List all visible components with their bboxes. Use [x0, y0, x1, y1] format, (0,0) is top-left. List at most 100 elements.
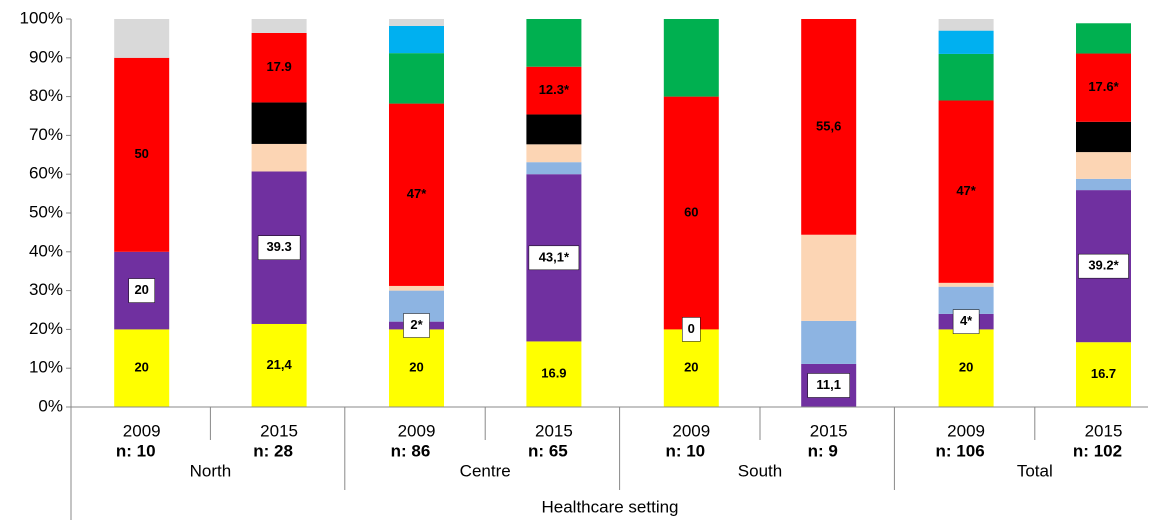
label-box — [952, 309, 980, 334]
x-tick-label: 2015 — [260, 421, 298, 440]
label-box — [128, 278, 155, 303]
y-tick-label: 30% — [29, 280, 63, 299]
data-label: 4* — [960, 313, 973, 328]
bar-segment — [1076, 178, 1131, 191]
bar-segment — [526, 162, 582, 175]
bar-segment — [938, 53, 994, 101]
bar-segment — [526, 144, 582, 163]
bar-segment — [251, 102, 307, 144]
data-label: 0 — [688, 321, 695, 336]
y-tick-label: 40% — [29, 241, 63, 260]
x-tick-label: 2009 — [398, 421, 436, 440]
group-label: South — [738, 461, 782, 480]
data-label: 12.3* — [539, 82, 570, 97]
bar-segment — [251, 19, 307, 33]
bar-segment — [114, 57, 170, 252]
bar-segment — [1076, 152, 1131, 179]
data-label: 20 — [134, 282, 148, 297]
x-tick-label: 2015 — [535, 421, 573, 440]
bar-segment — [389, 19, 444, 26]
y-tick-label: 0% — [38, 396, 63, 415]
y-tick-label: 60% — [29, 164, 63, 183]
y-tick-label: 70% — [29, 125, 63, 144]
n-label: n: 65 — [528, 441, 568, 460]
bar-segment — [938, 30, 994, 54]
group-label: Centre — [460, 461, 511, 480]
data-label: 39.2* — [1088, 258, 1119, 273]
bar-segment — [663, 96, 719, 330]
data-label: 20 — [409, 360, 423, 375]
data-label: 55,6 — [816, 118, 841, 133]
data-label: 20 — [959, 360, 973, 375]
x-tick-label: 2015 — [810, 421, 848, 440]
x-axis-title: Healthcare setting — [541, 497, 678, 516]
data-label: 11,1 — [816, 377, 841, 392]
y-tick-label: 80% — [29, 86, 63, 105]
data-label: 17.6* — [1088, 79, 1119, 94]
label-box — [528, 245, 580, 271]
bar-segment — [938, 282, 994, 287]
x-tick-label: 2009 — [947, 421, 985, 440]
bar-segment — [251, 32, 307, 103]
data-label: 16.7 — [1091, 366, 1116, 381]
bar-segment — [1076, 342, 1131, 407]
bar-segment — [1076, 23, 1131, 54]
y-tick-label: 10% — [29, 358, 63, 377]
bar-segment — [663, 19, 719, 97]
n-label: n: 102 — [1073, 441, 1122, 460]
n-label: n: 10 — [116, 441, 156, 460]
bar-segment — [389, 285, 444, 291]
y-tick-label: 50% — [29, 202, 63, 221]
bar-segment — [251, 143, 307, 172]
data-label: 43,1* — [539, 249, 570, 264]
x-tick-label: 2009 — [123, 421, 161, 440]
group-label: North — [190, 461, 232, 480]
bar-segment — [526, 19, 582, 67]
bar-segment — [801, 320, 857, 364]
bar-segment — [389, 53, 444, 104]
bar-segment — [526, 341, 582, 407]
bar-segment — [251, 323, 307, 407]
label-box — [1078, 253, 1129, 279]
data-label: 47* — [956, 183, 976, 198]
bar-segment — [663, 329, 719, 407]
bar-segment — [938, 286, 994, 314]
bar-segment — [938, 100, 994, 283]
bar-segment — [114, 19, 170, 58]
data-label: 60 — [684, 204, 698, 219]
data-label: 39.3 — [266, 239, 291, 254]
data-label: 17.9 — [266, 59, 291, 74]
data-label: 47* — [407, 186, 427, 201]
bar-segment — [938, 19, 994, 31]
label-box — [257, 235, 301, 260]
bar-segment — [526, 114, 582, 145]
data-label: 21,4 — [266, 357, 292, 372]
y-tick-label: 100% — [20, 8, 63, 27]
y-tick-label: 20% — [29, 319, 63, 338]
n-label: n: 28 — [253, 441, 293, 460]
bar-segment — [389, 329, 444, 407]
n-label: n: 106 — [936, 441, 985, 460]
label-box — [807, 373, 850, 398]
data-label: 20 — [134, 360, 148, 375]
x-tick-label: 2015 — [1085, 421, 1123, 440]
data-label: 20 — [684, 360, 698, 375]
bar-segment — [1076, 53, 1131, 122]
data-label: 2* — [410, 317, 423, 332]
n-label: n: 10 — [665, 441, 705, 460]
x-tick-label: 2009 — [672, 421, 710, 440]
bar-segment — [526, 66, 582, 115]
label-box — [403, 313, 430, 338]
y-tick-label: 90% — [29, 47, 63, 66]
label-box — [682, 317, 701, 342]
data-label: 50 — [134, 146, 148, 161]
bar-segment — [801, 234, 857, 321]
group-label: Total — [1017, 461, 1053, 480]
bar-segment — [389, 103, 444, 286]
bar-segment — [801, 19, 857, 235]
bar-segment — [1076, 121, 1131, 153]
bar-segment — [938, 329, 994, 407]
n-label: n: 9 — [808, 441, 838, 460]
